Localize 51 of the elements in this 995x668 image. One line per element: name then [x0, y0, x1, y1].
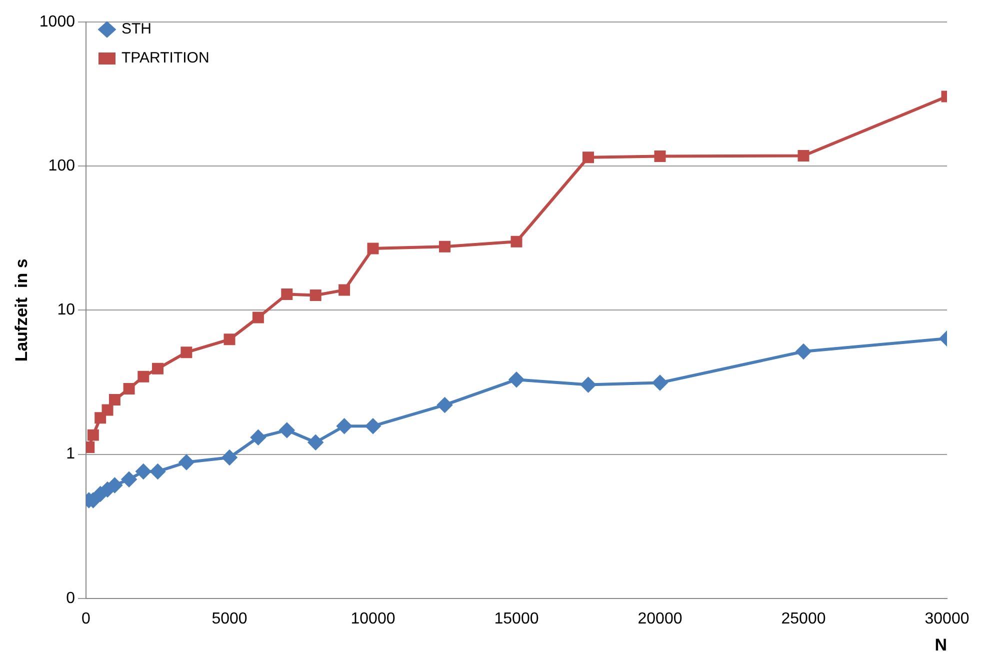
point: [439, 240, 450, 252]
point: [279, 422, 294, 438]
x-tick-label: 0: [82, 610, 91, 628]
y-tick-label: 10: [57, 302, 76, 319]
point: [510, 236, 522, 248]
point: [136, 464, 151, 479]
point: [281, 288, 293, 300]
point: [796, 344, 811, 359]
y-tick-label: 100: [48, 158, 76, 175]
point: [252, 312, 264, 324]
point: [250, 430, 266, 445]
point: [107, 478, 122, 493]
y-tick-label: 0: [66, 590, 76, 607]
point: [138, 370, 150, 382]
point: [798, 150, 810, 162]
point: [338, 284, 350, 296]
point: [87, 429, 99, 441]
x-tick-label: 10000: [350, 610, 396, 628]
point: [365, 418, 380, 434]
point: [224, 334, 236, 346]
legend-label: TPARTITION: [121, 50, 210, 67]
x-tick-label: 5000: [212, 610, 248, 628]
point: [122, 472, 137, 487]
point: [580, 377, 596, 392]
point: [94, 412, 106, 424]
point: [367, 242, 379, 254]
x-axis-title: N: [934, 635, 947, 654]
x-tick-label: 25000: [781, 610, 826, 628]
legend-label: STH: [121, 20, 152, 38]
point: [180, 346, 192, 358]
y-tick-label: 1000: [39, 13, 76, 30]
point: [308, 434, 324, 450]
y-tick-label: 1: [66, 446, 76, 463]
x-tick-label: 30000: [924, 610, 970, 628]
point: [222, 450, 237, 466]
x-tick-label: 15000: [494, 610, 539, 628]
point: [508, 372, 524, 388]
point: [178, 454, 194, 470]
point: [654, 150, 666, 162]
point: [150, 464, 166, 479]
point: [152, 362, 164, 374]
point: [336, 418, 352, 434]
point: [102, 404, 114, 416]
point: [310, 290, 322, 301]
point: [582, 152, 594, 164]
point: [652, 375, 668, 390]
point: [437, 397, 452, 412]
point: [108, 394, 120, 406]
x-tick-label: 20000: [638, 610, 682, 628]
y-axis-title: Laufzeit in s: [12, 258, 31, 362]
point: [123, 383, 135, 394]
